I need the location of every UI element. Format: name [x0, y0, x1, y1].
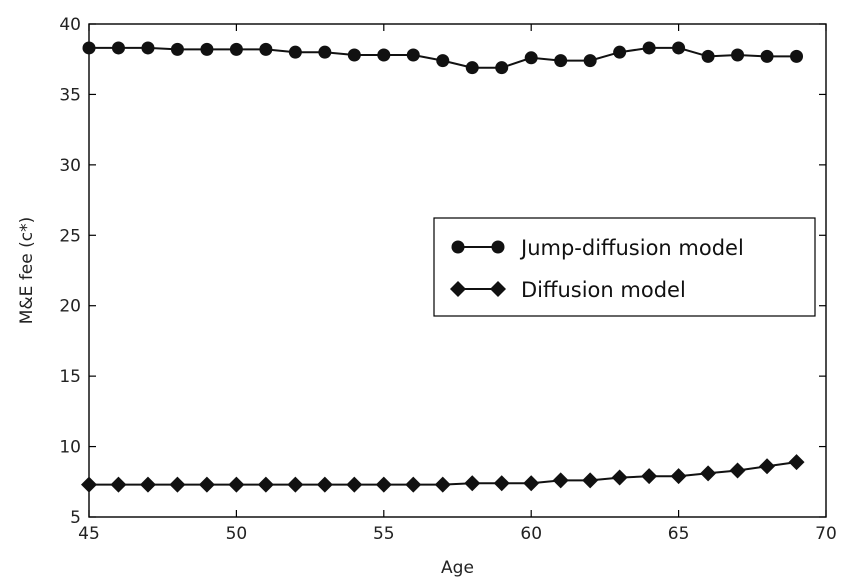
data-point-jump-diffusion-model — [465, 61, 479, 75]
y-tick-label: 20 — [59, 297, 81, 317]
data-point-jump-diffusion-model — [554, 54, 568, 68]
data-point-jump-diffusion-model — [288, 45, 302, 59]
x-tick-label: 60 — [520, 524, 542, 544]
data-point-jump-diffusion-model — [200, 42, 214, 56]
data-point-diffusion-model — [228, 476, 245, 493]
legend-marker-jump-diffusion — [451, 240, 465, 254]
data-point-diffusion-model — [375, 476, 392, 493]
data-point-diffusion-model — [257, 476, 274, 493]
data-point-diffusion-model — [523, 475, 540, 492]
legend-marker-diffusion — [490, 281, 506, 297]
series-layer — [81, 41, 805, 493]
legend-label-diffusion: Diffusion model — [521, 278, 686, 302]
x-tick-label: 65 — [668, 524, 690, 544]
legend-box — [433, 217, 816, 317]
data-point-jump-diffusion-model — [347, 48, 361, 62]
data-point-diffusion-model — [405, 476, 422, 493]
y-tick-label: 5 — [70, 508, 81, 528]
data-point-jump-diffusion-model — [318, 45, 332, 59]
data-point-jump-diffusion-model — [259, 42, 273, 56]
data-point-jump-diffusion-model — [790, 49, 804, 63]
data-point-diffusion-model — [110, 476, 127, 493]
y-tick-label: 35 — [59, 85, 81, 105]
data-point-jump-diffusion-model — [229, 42, 243, 56]
legend-marker-jump-diffusion — [491, 240, 505, 254]
data-point-jump-diffusion-model — [82, 41, 96, 55]
data-point-diffusion-model — [139, 476, 156, 493]
data-point-diffusion-model — [670, 468, 687, 485]
data-point-diffusion-model — [582, 472, 599, 489]
data-point-jump-diffusion-model — [141, 41, 155, 55]
data-point-diffusion-model — [81, 476, 97, 493]
data-point-jump-diffusion-model — [495, 61, 509, 75]
data-point-jump-diffusion-model — [583, 54, 597, 68]
y-tick-label: 25 — [59, 226, 81, 246]
y-axis-label: M&E fee (c*) — [17, 217, 37, 325]
data-point-diffusion-model — [700, 465, 717, 482]
series-jump-diffusion-model — [82, 41, 804, 75]
data-point-jump-diffusion-model — [642, 41, 656, 55]
data-point-jump-diffusion-model — [760, 49, 774, 63]
data-point-diffusion-model — [759, 458, 776, 475]
data-point-diffusion-model — [611, 469, 628, 486]
data-point-jump-diffusion-model — [524, 51, 538, 65]
axis-ticks: 45 50 55 60 65 70 5 10 15 20 25 30 35 40 — [59, 15, 836, 544]
data-point-jump-diffusion-model — [111, 41, 125, 55]
data-point-diffusion-model — [464, 475, 481, 492]
data-point-diffusion-model — [287, 476, 304, 493]
data-point-jump-diffusion-model — [436, 54, 450, 68]
data-point-diffusion-model — [316, 476, 333, 493]
series-diffusion-model — [81, 454, 805, 493]
y-tick-label: 30 — [59, 156, 81, 176]
data-point-jump-diffusion-model — [731, 48, 745, 62]
x-axis-label: Age — [441, 558, 474, 578]
data-point-jump-diffusion-model — [406, 48, 420, 62]
data-point-diffusion-model — [434, 476, 451, 493]
legend: Jump-diffusion model Diffusion model — [433, 217, 816, 317]
legend-marker-diffusion — [450, 281, 466, 297]
data-point-jump-diffusion-model — [672, 41, 686, 55]
data-point-diffusion-model — [169, 476, 186, 493]
x-tick-label: 50 — [226, 524, 248, 544]
y-tick-label: 40 — [59, 15, 81, 35]
data-point-diffusion-model — [641, 468, 658, 485]
data-point-diffusion-model — [552, 472, 569, 489]
data-point-jump-diffusion-model — [701, 49, 715, 63]
x-tick-label: 45 — [78, 524, 100, 544]
data-point-diffusion-model — [198, 476, 215, 493]
data-point-jump-diffusion-model — [377, 48, 391, 62]
y-tick-label: 15 — [59, 367, 81, 387]
data-point-diffusion-model — [788, 454, 805, 471]
data-point-jump-diffusion-model — [170, 42, 184, 56]
x-tick-label: 55 — [373, 524, 395, 544]
y-tick-label: 10 — [59, 438, 81, 458]
data-point-diffusion-model — [346, 476, 363, 493]
data-point-jump-diffusion-model — [613, 45, 627, 59]
data-point-diffusion-model — [729, 462, 746, 479]
data-point-diffusion-model — [493, 475, 510, 492]
legend-label-jump-diffusion: Jump-diffusion model — [519, 236, 744, 260]
x-tick-label: 70 — [815, 524, 837, 544]
